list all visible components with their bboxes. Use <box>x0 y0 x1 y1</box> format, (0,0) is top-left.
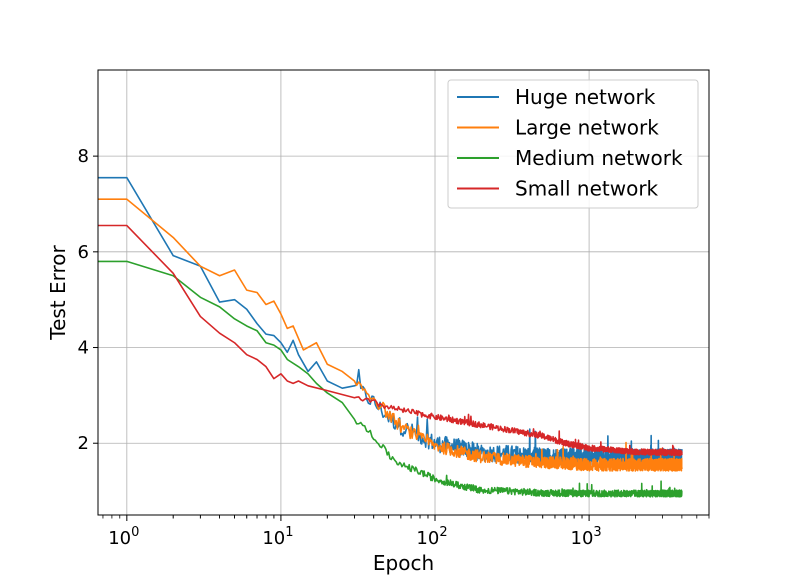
legend-label-3: Small network <box>515 177 659 201</box>
x-tick-base: 10 <box>108 528 131 549</box>
x-tick-label: 102 <box>416 525 447 549</box>
y-tick-label: 8 <box>78 146 89 167</box>
x-tick-label: 101 <box>262 525 293 549</box>
legend: Huge network Large network Medium network S… <box>447 79 699 209</box>
legend-label-2: Medium network <box>515 146 683 170</box>
y-tick-label: 2 <box>78 433 89 454</box>
x-tick-base: 10 <box>571 528 594 549</box>
x-tick-exponent: 2 <box>439 525 447 540</box>
y-tick-label: 4 <box>78 338 89 359</box>
x-tick-exponent: 0 <box>131 525 139 540</box>
y-tick-label: 6 <box>78 242 89 263</box>
legend-label-0: Huge network <box>515 85 656 109</box>
x-tick-label: 100 <box>108 525 139 549</box>
plot-frame <box>97 69 710 516</box>
x-tick-exponent: 1 <box>285 525 293 540</box>
series-line-3 <box>98 224 683 457</box>
legend-label-1: Large network <box>515 116 659 140</box>
series-line-1 <box>98 198 683 472</box>
series-line-2 <box>98 260 683 498</box>
y-axis-label: Test Error <box>46 244 70 340</box>
x-tick-exponent: 3 <box>593 525 601 540</box>
legend-box <box>447 79 699 209</box>
series-layer <box>98 176 683 498</box>
x-tick-base: 10 <box>416 528 439 549</box>
x-axis-label: Epoch <box>373 551 434 575</box>
series-line-0 <box>98 176 683 467</box>
x-tick-label: 103 <box>571 525 602 549</box>
x-tick-base: 10 <box>262 528 285 549</box>
